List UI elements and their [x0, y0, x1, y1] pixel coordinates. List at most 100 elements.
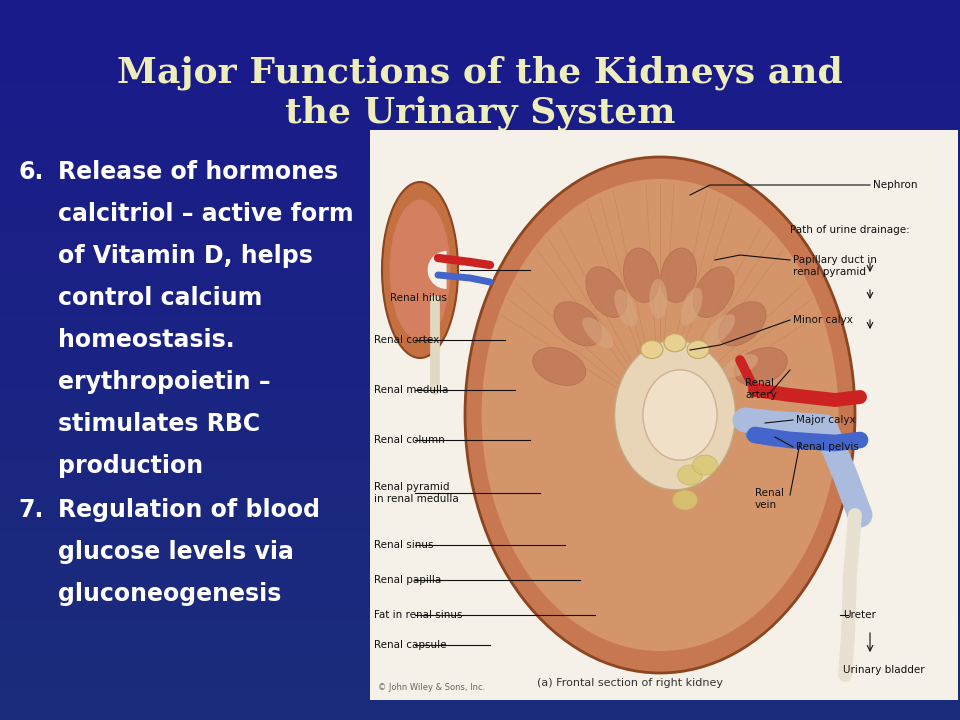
Bar	[0, 158, 960, 173]
Ellipse shape	[382, 182, 458, 358]
Text: © John Wiley & Sons, Inc.: © John Wiley & Sons, Inc.	[378, 683, 485, 692]
Text: Renal papilla: Renal papilla	[374, 575, 442, 585]
Text: Minor calyx: Minor calyx	[793, 315, 852, 325]
Bar	[0, 418, 960, 432]
Bar	[0, 547, 960, 562]
Ellipse shape	[660, 248, 697, 302]
Bar	[0, 504, 960, 518]
Bar	[0, 706, 960, 720]
Text: 7.: 7.	[18, 498, 43, 522]
Text: Urinary bladder: Urinary bladder	[843, 665, 924, 675]
Ellipse shape	[678, 465, 703, 485]
Bar	[0, 346, 960, 360]
Ellipse shape	[641, 341, 663, 359]
Bar	[0, 634, 960, 648]
Bar	[0, 518, 960, 533]
Text: Release of hormones: Release of hormones	[58, 160, 338, 184]
Text: the Urinary System: the Urinary System	[285, 95, 675, 130]
Bar	[0, 691, 960, 706]
Ellipse shape	[482, 179, 838, 651]
Ellipse shape	[734, 348, 787, 385]
Bar	[0, 490, 960, 504]
Bar	[0, 187, 960, 202]
Bar	[0, 432, 960, 446]
Bar	[0, 677, 960, 691]
Ellipse shape	[614, 340, 735, 490]
Bar	[0, 86, 960, 101]
Bar	[0, 144, 960, 158]
Text: Regulation of blood: Regulation of blood	[58, 498, 320, 522]
Bar	[0, 101, 960, 115]
Bar	[0, 374, 960, 389]
Bar	[0, 562, 960, 576]
Text: Path of urine drainage:: Path of urine drainage:	[790, 225, 910, 235]
Ellipse shape	[465, 157, 855, 673]
Text: gluconeogenesis: gluconeogenesis	[58, 582, 281, 606]
Bar	[0, 317, 960, 331]
Bar	[0, 662, 960, 677]
Text: Major Functions of the Kidneys and: Major Functions of the Kidneys and	[117, 55, 843, 89]
Ellipse shape	[583, 318, 613, 348]
Ellipse shape	[643, 370, 717, 460]
Text: erythropoietin –: erythropoietin –	[58, 370, 271, 394]
Bar	[0, 173, 960, 187]
Bar	[0, 302, 960, 317]
Bar	[0, 230, 960, 245]
Bar	[0, 43, 960, 58]
Bar	[0, 72, 960, 86]
Ellipse shape	[687, 341, 709, 359]
Text: Major calyx: Major calyx	[796, 415, 855, 425]
Text: artery: artery	[745, 390, 777, 400]
Bar	[0, 648, 960, 662]
Text: homeostasis.: homeostasis.	[58, 328, 234, 352]
Text: Renal cortex: Renal cortex	[374, 335, 440, 345]
Bar	[0, 130, 960, 144]
Bar	[0, 533, 960, 547]
Text: Renal hilus: Renal hilus	[390, 293, 447, 303]
Text: Papillary duct in: Papillary duct in	[793, 255, 876, 265]
Bar	[0, 403, 960, 418]
Text: stimulates RBC: stimulates RBC	[58, 412, 260, 436]
Text: Nephron: Nephron	[873, 180, 918, 190]
Ellipse shape	[586, 266, 627, 318]
Ellipse shape	[533, 348, 586, 385]
Bar	[0, 446, 960, 461]
Text: of Vitamin D, helps: of Vitamin D, helps	[58, 244, 313, 268]
Text: Renal: Renal	[755, 488, 784, 498]
Bar	[0, 274, 960, 288]
Text: production: production	[58, 454, 204, 478]
Bar	[0, 115, 960, 130]
Bar	[0, 0, 960, 14]
Bar	[0, 619, 960, 634]
Bar	[0, 461, 960, 475]
Bar	[0, 29, 960, 43]
Ellipse shape	[705, 314, 735, 346]
Text: Ureter: Ureter	[843, 610, 876, 620]
Bar	[0, 14, 960, 29]
Bar	[0, 590, 960, 605]
Text: control calcium: control calcium	[58, 286, 262, 310]
Text: 6.: 6.	[18, 160, 43, 184]
Ellipse shape	[721, 354, 758, 378]
Ellipse shape	[692, 455, 717, 475]
Bar	[0, 360, 960, 374]
Text: in renal medulla: in renal medulla	[374, 494, 459, 504]
Bar	[0, 331, 960, 346]
Wedge shape	[427, 251, 446, 289]
Bar	[0, 605, 960, 619]
Text: Renal: Renal	[745, 378, 774, 388]
Text: Renal pyramid: Renal pyramid	[374, 482, 449, 492]
Ellipse shape	[673, 490, 698, 510]
Bar	[0, 216, 960, 230]
Text: vein: vein	[755, 500, 778, 510]
Bar	[0, 58, 960, 72]
Text: Renal pelvis: Renal pelvis	[796, 442, 859, 452]
Bar	[0, 245, 960, 259]
Bar	[0, 288, 960, 302]
Text: Renal medulla: Renal medulla	[374, 385, 448, 395]
Ellipse shape	[718, 302, 766, 346]
Bar	[0, 475, 960, 490]
Text: calcitriol – active form: calcitriol – active form	[58, 202, 353, 226]
Text: Renal sinus: Renal sinus	[374, 540, 434, 550]
Ellipse shape	[614, 289, 637, 327]
